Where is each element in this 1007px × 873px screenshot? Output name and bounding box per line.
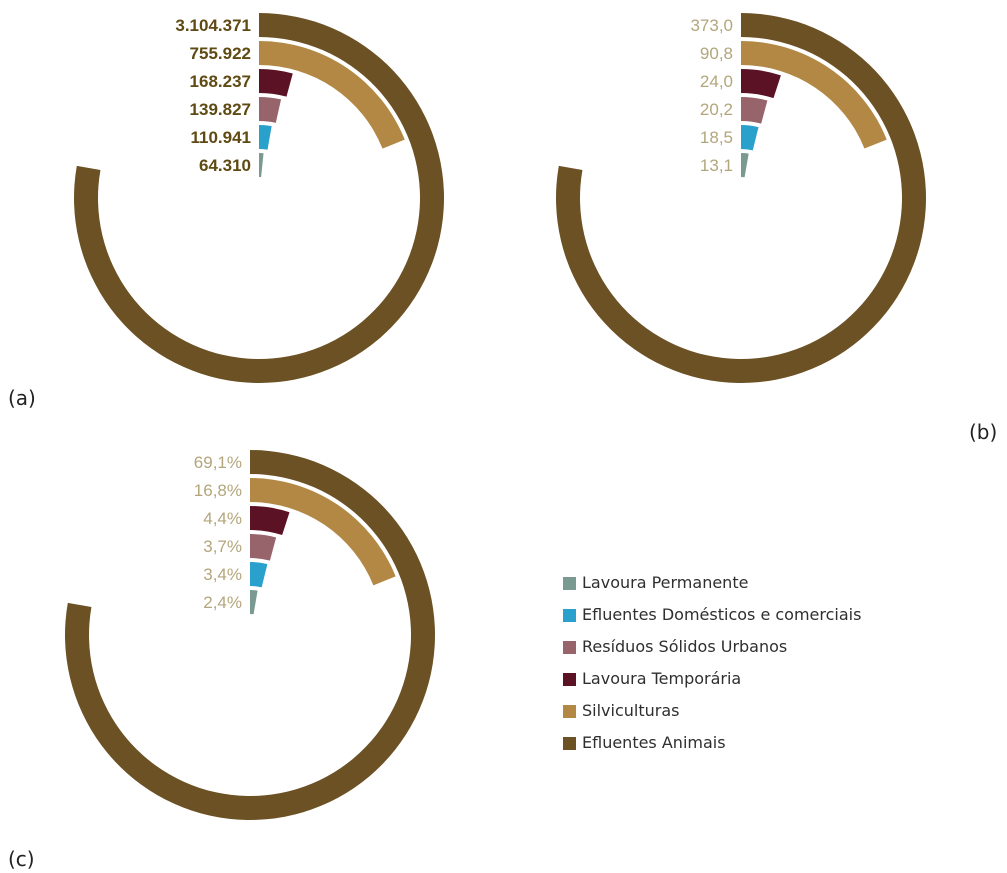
- value-label: 139.827: [190, 100, 251, 119]
- bar-efluentes-domesticos-e-comerciais: [259, 125, 272, 150]
- bar-efluentes-domesticos-e-comerciais: [741, 125, 759, 151]
- bar-lavoura-permanente: [741, 153, 749, 178]
- bar-efluentes-animais: [556, 13, 927, 383]
- legend-swatch: [563, 736, 576, 750]
- value-label: 2,4%: [203, 593, 242, 612]
- value-label: 16,8%: [194, 481, 242, 500]
- value-label: 13,1: [700, 156, 733, 175]
- bar-silviculturas: [259, 41, 405, 149]
- panel-label: (b): [969, 420, 997, 444]
- legend-label: Silviculturas: [582, 701, 680, 720]
- value-label: 3.104.371: [175, 16, 251, 35]
- value-label: 168.237: [190, 72, 251, 91]
- bar-lavoura-permanente: [250, 590, 258, 615]
- legend-label: Resíduos Sólidos Urbanos: [582, 637, 788, 656]
- legend-item-lavoura-temporaria: Lavoura Temporária: [563, 663, 861, 695]
- value-label: 110.941: [190, 128, 251, 147]
- legend-swatch: [563, 576, 576, 590]
- value-label: 755.922: [190, 44, 251, 63]
- panel-label: (c): [8, 847, 35, 871]
- bar-residuos-solidos-urbanos: [741, 97, 768, 124]
- panel-label: (a): [8, 386, 36, 410]
- legend-label: Lavoura Permanente: [582, 573, 749, 592]
- value-label: 3,7%: [203, 537, 242, 556]
- bar-efluentes-animais: [73, 13, 445, 383]
- legend-item-efluentes-domesticos: Efluentes Domésticos e comerciais: [563, 599, 861, 631]
- bar-lavoura-temporaria: [741, 69, 781, 99]
- value-label: 64.310: [199, 156, 251, 175]
- bar-lavoura-temporaria: [250, 506, 290, 536]
- bar-silviculturas: [250, 478, 396, 586]
- chart-c: 69,1% 16,8% 4,4% 3,7% 3,4% 2,4% (c): [8, 450, 436, 871]
- value-label: 4,4%: [203, 509, 242, 528]
- legend-label: Efluentes Domésticos e comerciais: [582, 605, 862, 624]
- chart-b: 373,0 90,8 24,0 20,2 18,5 13,1 (b): [556, 13, 997, 444]
- value-label: 3,4%: [203, 565, 242, 584]
- bar-residuos-solidos-urbanos: [259, 97, 282, 123]
- bar-silviculturas: [741, 41, 887, 149]
- legend-item-lavoura-permanente: Lavoura Permanente: [563, 567, 861, 599]
- value-label: 69,1%: [194, 453, 242, 472]
- legend-item-silviculturas: Silviculturas: [563, 695, 861, 727]
- legend-label: Efluentes Animais: [582, 733, 726, 752]
- value-label: 18,5: [700, 128, 733, 147]
- value-label: 20,2: [700, 100, 733, 119]
- legend-item-residuos-solidos: Resíduos Sólidos Urbanos: [563, 631, 861, 663]
- legend-swatch: [563, 672, 576, 686]
- legend-swatch: [563, 704, 576, 718]
- legend: Lavoura Permanente Efluentes Domésticos …: [563, 567, 861, 759]
- legend-item-efluentes-animais: Efluentes Animais: [563, 727, 861, 759]
- chart-a: 3.104.371 755.922 168.237 139.827 110.941 64.…: [8, 13, 445, 410]
- legend-label: Lavoura Temporária: [582, 669, 742, 688]
- bar-residuos-solidos-urbanos: [250, 534, 277, 561]
- bar-efluentes-animais: [65, 450, 436, 820]
- value-label: 90,8: [700, 44, 733, 63]
- bar-efluentes-domesticos-e-comerciais: [250, 562, 268, 588]
- bar-lavoura-permanente: [259, 153, 264, 178]
- legend-swatch: [563, 608, 576, 622]
- value-label: 24,0: [700, 72, 733, 91]
- legend-swatch: [563, 640, 576, 654]
- bar-lavoura-temporaria: [259, 69, 293, 97]
- value-label: 373,0: [690, 16, 733, 35]
